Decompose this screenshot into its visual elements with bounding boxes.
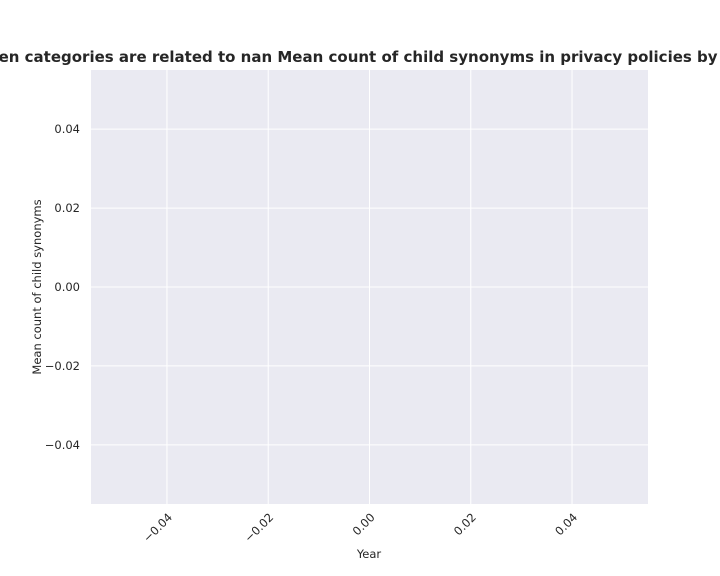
y-axis-label: Mean count of child synonyms [30,199,44,374]
y-tick-label: 0.00 [54,280,80,294]
y-tick-labels: −0.04 −0.02 0.00 0.02 0.04 [45,122,80,452]
x-tick-label: 0.00 [350,510,378,538]
y-gridlines [91,128,648,446]
x-tick-label: 0.02 [451,510,479,538]
y-tick-label: −0.02 [45,359,80,373]
y-tick-label: −0.04 [45,438,80,452]
y-tick-label: 0.02 [54,201,80,215]
y-tick-label: 0.04 [54,122,80,136]
x-tick-label: 0.04 [552,510,580,538]
x-axis-label: Year [356,547,382,561]
x-tick-label: −0.04 [140,510,175,545]
chart-title: when categories are related to nan Mean … [0,48,720,66]
x-tick-labels: −0.04 −0.02 0.00 0.02 0.04 [140,510,580,545]
x-tick-label: −0.02 [242,510,277,545]
